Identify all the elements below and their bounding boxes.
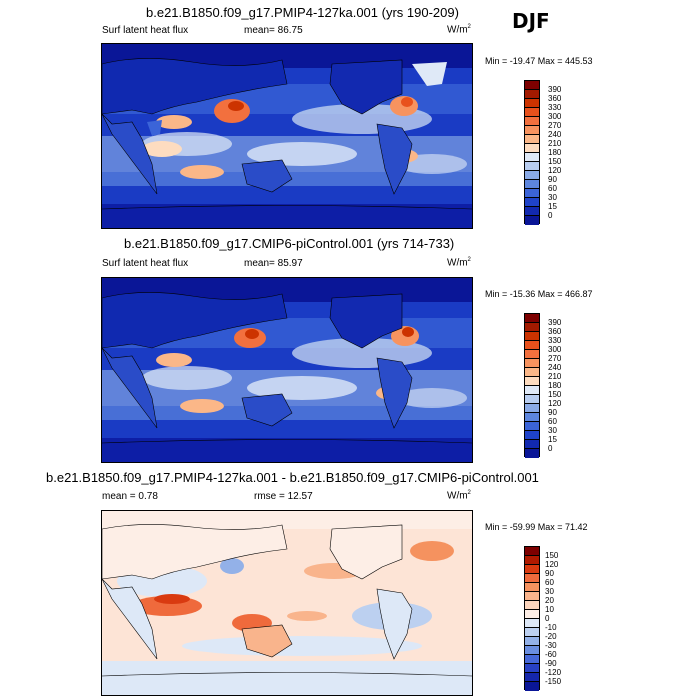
colorbar-tick-label: 180 [548, 148, 562, 157]
colorbar-tick-label: 180 [548, 381, 562, 390]
panel-2-title: b.e21.B1850.f09_g17.CMIP6-piControl.001 … [124, 236, 455, 251]
colorbar-tick-label: 60 [548, 184, 557, 193]
colorbar-tick-label: -90 [545, 659, 557, 668]
colorbar-tick-label: 240 [548, 130, 562, 139]
panel-2-map-svg [102, 278, 472, 462]
colorbar-tick-label: 90 [545, 569, 554, 578]
panel-2-colorbar [524, 313, 540, 458]
colorbar-tick-label: 15 [548, 435, 557, 444]
colorbar-tick-label: 30 [548, 193, 557, 202]
colorbar-tick-label: 0 [548, 211, 553, 220]
colorbar-tick-label: 330 [548, 103, 562, 112]
panel-2-mean: mean= 85.97 [244, 258, 303, 269]
colorbar-tick-label: 120 [545, 560, 559, 569]
colorbar-tick-label: 90 [548, 408, 557, 417]
panel-3-mean: mean = 0.78 [102, 491, 158, 502]
colorbar-tick-label: 390 [548, 85, 562, 94]
colorbar-tick-label: 15 [548, 202, 557, 211]
panel-1-units: W/m2 [447, 24, 471, 36]
panel-3-units: W/m2 [447, 490, 471, 502]
colorbar-tick-label: 300 [548, 345, 562, 354]
colorbar-tick-label: 330 [548, 336, 562, 345]
colorbar-tick-label: -30 [545, 641, 557, 650]
panel-3-rmse: rmse = 12.57 [254, 491, 313, 502]
colorbar-tick-label: -20 [545, 632, 557, 641]
colorbar-tick-label: 360 [548, 94, 562, 103]
colorbar-tick-label: 150 [548, 157, 562, 166]
colorbar-tick-label: 20 [545, 596, 554, 605]
colorbar-tick-label: -120 [545, 668, 562, 677]
colorbar-tick-label: 390 [548, 318, 562, 327]
colorbar-tick-label: 30 [545, 587, 554, 596]
colorbar-tick-label: 120 [548, 399, 562, 408]
colorbar-tick-label: 120 [548, 166, 562, 175]
colorbar-tick-label: 210 [548, 372, 562, 381]
colorbar-tick-label: 0 [548, 444, 553, 453]
colorbar-tick-label: 150 [548, 390, 562, 399]
colorbar-tick-label: 60 [545, 578, 554, 587]
panel-1-minmax: Min = -19.47 Max = 445.53 [485, 56, 593, 66]
colorbar-tick-label: 30 [548, 426, 557, 435]
panel-3-map-svg [102, 511, 472, 695]
colorbar-tick-label: -10 [545, 623, 557, 632]
panel-1-map [101, 43, 473, 229]
colorbar-tick-label: 10 [545, 605, 554, 614]
panel-1-map-svg [102, 44, 472, 228]
panel-1-colorbar [524, 80, 540, 225]
colorbar-tick-label: 360 [548, 327, 562, 336]
panel-1-mean: mean= 86.75 [244, 25, 303, 36]
colorbar-tick-label: -60 [545, 650, 557, 659]
season-label: DJF [512, 9, 550, 33]
panel-3-title: b.e21.B1850.f09_g17.PMIP4-127ka.001 - b.… [46, 470, 539, 485]
colorbar-tick-label: 270 [548, 121, 562, 130]
panel-3-minmax: Min = -59.99 Max = 71.42 [485, 522, 588, 532]
panel-2-minmax: Min = -15.36 Max = 466.87 [485, 289, 593, 299]
panel-3-colorbar [524, 546, 540, 691]
panel-2-variable-label: Surf latent heat flux [102, 258, 189, 269]
colorbar-tick-label: 270 [548, 354, 562, 363]
colorbar-tick-label: 210 [548, 139, 562, 148]
panel-1-title: b.e21.B1850.f09_g17.PMIP4-127ka.001 (yrs… [146, 5, 459, 20]
colorbar-tick-label: 300 [548, 112, 562, 121]
panel-1-variable-label: Surf latent heat flux [102, 25, 189, 36]
colorbar-tick-label: -150 [545, 677, 562, 686]
panel-3-map [101, 510, 473, 696]
colorbar-tick-label: 150 [545, 551, 559, 560]
panel-2-map [101, 277, 473, 463]
colorbar-tick-label: 60 [548, 417, 557, 426]
colorbar-tick-label: 90 [548, 175, 557, 184]
colorbar-tick-label: 240 [548, 363, 562, 372]
panel-2-units: W/m2 [447, 257, 471, 269]
colorbar-tick-label: 0 [545, 614, 550, 623]
